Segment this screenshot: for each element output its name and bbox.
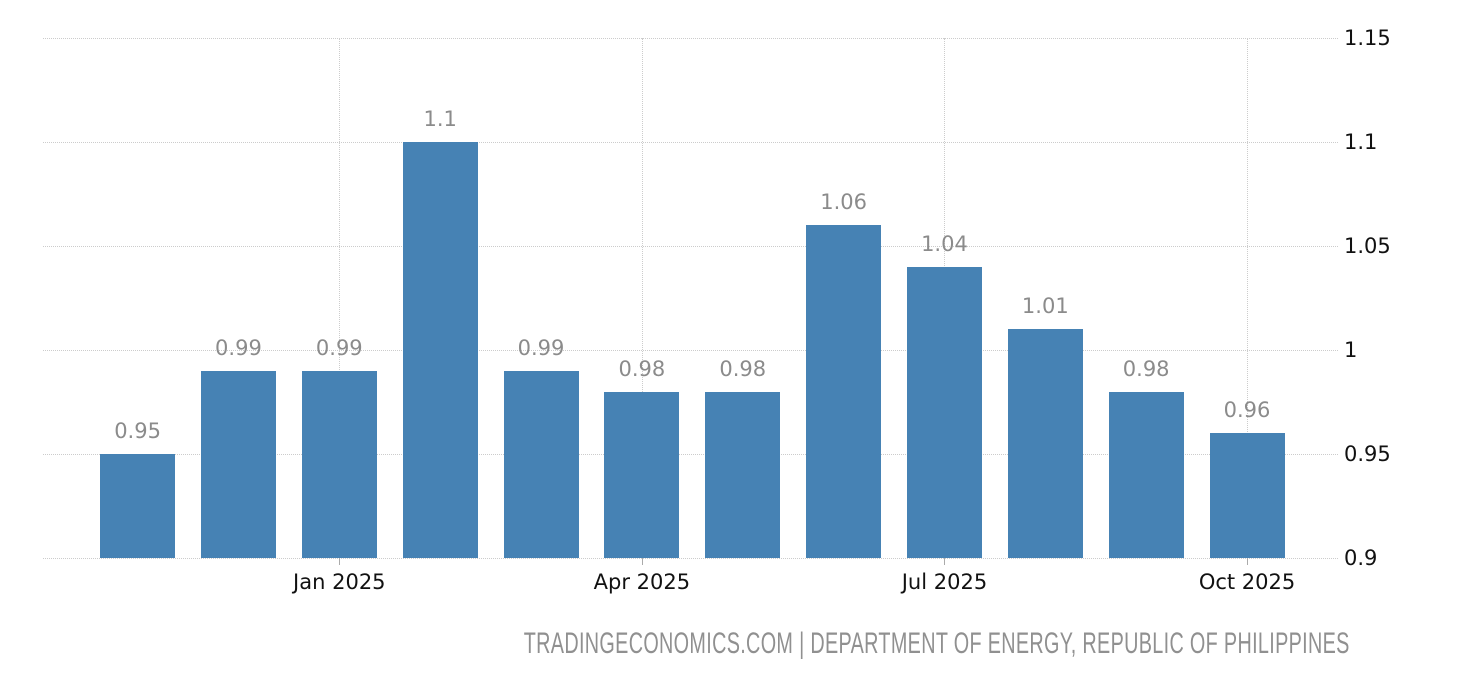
bar-value-label: 0.98 [719, 356, 767, 381]
bar-value-label: 1.01 [1021, 294, 1069, 319]
y-axis-tick-label: 0.95 [1344, 442, 1391, 466]
bar-value-label: 0.95 [114, 419, 161, 443]
x-axis-tick-label: Oct 2025 [1198, 570, 1296, 594]
bar-aug-2025[interactable] [1007, 329, 1083, 558]
x-gridline [641, 38, 643, 558]
x-gridline [339, 38, 341, 558]
bar-jan-2025[interactable] [301, 370, 377, 558]
x-axis-tick-label: Jan 2025 [293, 570, 386, 594]
y-gridline [43, 350, 1338, 351]
bar-value-label: 0.98 [618, 356, 666, 381]
bar-value-label: 0.96 [1223, 398, 1271, 423]
bar-oct-2025[interactable] [1209, 433, 1285, 558]
bar-value-label: 1.1 [423, 107, 457, 131]
bar-dec-2024[interactable] [200, 370, 276, 558]
bar-jun-2025[interactable] [806, 225, 882, 558]
x-axis-tick [1247, 558, 1249, 565]
x-axis-tick-label: Apr 2025 [593, 570, 691, 594]
y-gridline [43, 38, 1338, 39]
bar-value-label: 0.98 [1122, 356, 1170, 381]
bar-value-label: 0.99 [517, 335, 565, 360]
bar-apr-2025[interactable] [604, 391, 680, 558]
x-axis-tick [944, 558, 946, 565]
y-gridline [43, 454, 1338, 455]
y-axis-tick-label: 1.05 [1344, 234, 1391, 258]
bar-value-label: 0.99 [215, 335, 262, 360]
bar-value-label: 1.04 [921, 231, 968, 256]
y-axis-tick-label: 1.1 [1344, 130, 1378, 154]
y-gridline [43, 142, 1338, 143]
bar-value-label: 1.06 [820, 190, 867, 215]
bar-feb-2025[interactable] [402, 142, 478, 558]
y-axis-tick-label: 1 [1344, 338, 1358, 362]
x-axis-tick [339, 558, 341, 565]
bar-mar-2025[interactable] [503, 370, 579, 558]
y-gridline [43, 558, 1338, 559]
x-gridline [1247, 38, 1249, 558]
bar-nov-2024[interactable] [100, 454, 176, 558]
attribution-footer: TRADINGECONOMICS.COM | DEPARTMENT OF ENE… [237, 627, 1460, 661]
bar-value-label: 0.99 [315, 335, 363, 360]
attribution-link[interactable]: TRADINGECONOMICS.COM | DEPARTMENT OF ENE… [524, 627, 1350, 660]
bar-jul-2025[interactable] [906, 266, 982, 558]
bar-sep-2025[interactable] [1108, 391, 1184, 558]
y-axis-tick-label: 1.15 [1344, 26, 1391, 50]
x-axis-tick-label: Jul 2025 [901, 570, 988, 594]
x-axis-tick [641, 558, 643, 565]
bar-may-2025[interactable] [705, 391, 781, 558]
y-axis-tick-label: 0.9 [1344, 546, 1378, 570]
y-gridline [43, 246, 1338, 247]
